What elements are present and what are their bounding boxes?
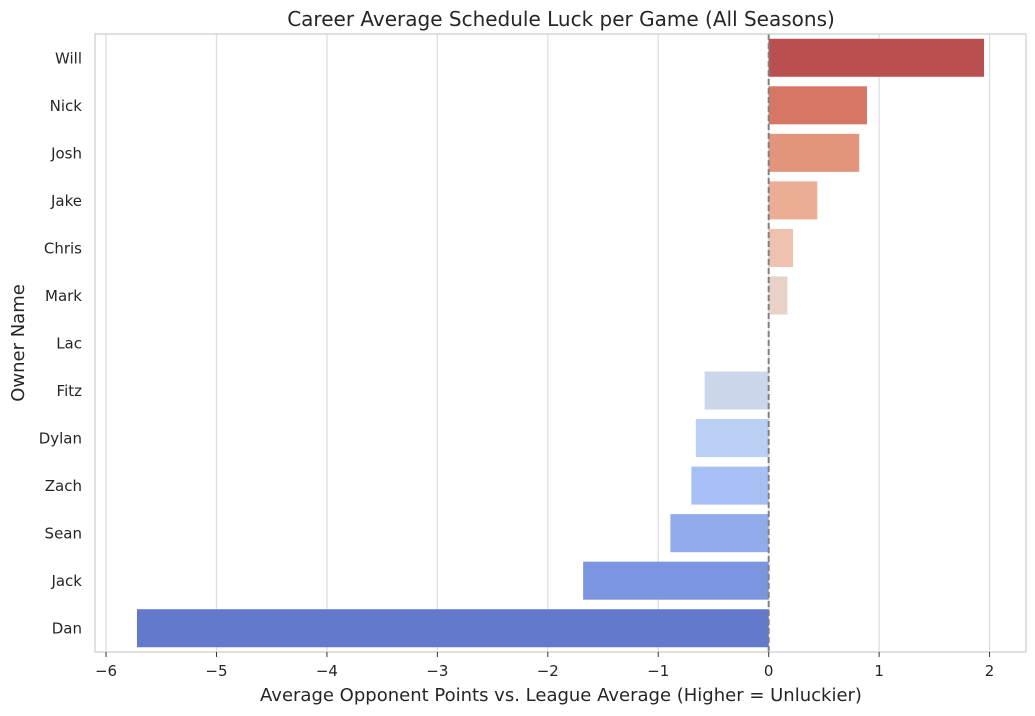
bars [136,38,985,648]
x-tick-label: −1 [647,662,669,680]
x-tick-label: −2 [537,662,559,680]
bar-mark [768,276,788,315]
x-tick-label: −3 [426,662,448,680]
y-tick-label: Dylan [39,430,82,448]
bar-jack [583,561,769,600]
bar-sean [670,514,769,553]
bar-josh [768,133,860,172]
grid-lines [105,34,991,652]
x-tick-label: 2 [985,662,995,680]
plot-frame [94,33,1027,653]
y-tick-label: Chris [44,239,82,257]
x-tick-label: 0 [764,662,774,680]
y-tick-labels: Will Nick Josh Jake Chris Mark Lac Fitz Dylan Zac… [39,49,83,637]
bar-will [768,38,985,77]
y-tick-label: Will [55,49,82,67]
x-axis-label: Average Opponent Points vs. League Avera… [260,685,862,706]
y-tick-label: Sean [45,525,82,543]
y-axis-label: Owner Name [8,284,29,402]
y-tick-label: Fitz [57,382,83,400]
x-tick-label: −4 [316,662,338,680]
bar-zach [691,466,769,505]
bar-jake [768,181,818,220]
y-tick-label: Mark [45,287,82,305]
y-tick-label: Dan [52,620,82,638]
x-tick-labels: −6 −5 −4 −3 −2 −1 0 1 2 [95,652,994,680]
chart-title: Career Average Schedule Luck per Game (A… [287,7,835,31]
bar-nick [768,86,867,125]
bar-dylan [695,419,769,458]
y-tick-label: Josh [50,144,82,162]
y-tick-label: Zach [45,477,82,495]
x-tick-label: −6 [95,662,117,680]
y-tick-label: Jack [50,572,82,590]
x-tick-label: −5 [205,662,227,680]
bar-chris [768,228,793,267]
bar-fitz [704,371,769,410]
y-tick-label: Nick [50,97,83,115]
bar-dan [136,609,769,648]
y-tick-label: Jake [50,192,82,210]
y-tick-label: Lac [56,335,82,353]
x-tick-label: 1 [874,662,884,680]
